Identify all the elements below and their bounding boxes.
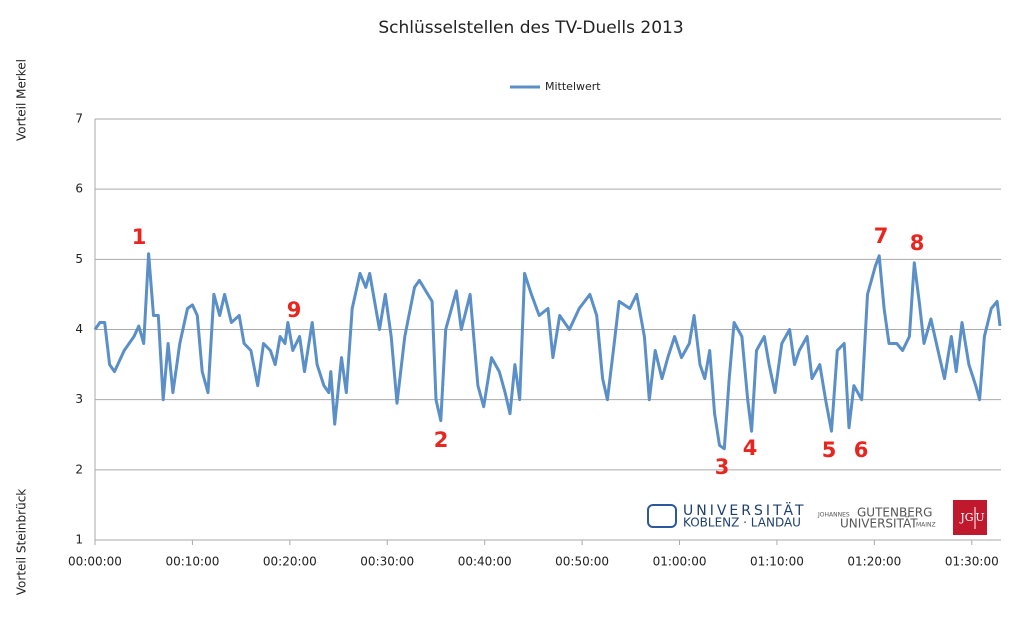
annotation: 9 <box>287 298 302 322</box>
y-tick-label: 5 <box>75 252 83 266</box>
y-tick-label: 1 <box>75 533 83 547</box>
x-tick-label: 01:10:00 <box>750 555 804 569</box>
annotation: 6 <box>854 438 869 462</box>
logo-text: JG <box>959 511 973 524</box>
logo-text: MAINZ <box>916 522 936 529</box>
y-tick-label: 6 <box>75 182 83 196</box>
annotation: 8 <box>910 231 925 255</box>
x-tick-label: 00:50:00 <box>555 555 609 569</box>
y-tick-label: 7 <box>75 112 83 126</box>
logo-koblenz: UNIVERSITÄT KOBLENZ · LANDAU <box>647 501 807 530</box>
y-label-top: Vorteil Merkel <box>15 59 29 141</box>
logo-icon <box>647 504 677 528</box>
annotation: 7 <box>874 224 889 248</box>
logo-box <box>953 500 987 535</box>
chart-title: Schlüsselstellen des TV-Duells 2013 <box>378 18 683 38</box>
y-tick-label: 3 <box>75 392 83 406</box>
x-tick-label: 00:30:00 <box>360 555 414 569</box>
annotation: 2 <box>434 428 449 452</box>
logo-text: U <box>975 511 984 524</box>
x-tick-label: 00:10:00 <box>165 555 219 569</box>
legend-label: Mittelwert <box>545 80 601 93</box>
annotation: 3 <box>715 455 730 479</box>
x-tick-label: 00:40:00 <box>458 555 512 569</box>
y-tick-label: 4 <box>75 322 83 336</box>
x-tick-label: 01:00:00 <box>653 555 707 569</box>
x-tick-label: 00:20:00 <box>263 555 317 569</box>
logo-text: JOHANNES <box>817 512 850 519</box>
logo-text: KOBLENZ · LANDAU <box>683 516 801 530</box>
logo-text: GUTENBERG <box>857 506 932 520</box>
x-tick-label: 01:30:00 <box>945 555 999 569</box>
data-line <box>93 252 1002 451</box>
annotation: 4 <box>743 436 758 460</box>
x-tick-label: 01:20:00 <box>847 555 901 569</box>
x-tick-label: 00:00:00 <box>68 555 122 569</box>
logo-text: UNIVERSITÄT <box>683 501 807 519</box>
y-tick-label: 2 <box>75 462 83 476</box>
annotation: 1 <box>132 225 147 249</box>
logo-mainz: JOHANNES GUTENBERG UNIVERSITÄT MAINZ JG … <box>817 500 987 535</box>
logo-text: UNIVERSITÄT <box>840 516 918 531</box>
y-label-bottom: Vorteil Steinbrück <box>15 489 29 596</box>
annotation: 5 <box>822 438 837 462</box>
